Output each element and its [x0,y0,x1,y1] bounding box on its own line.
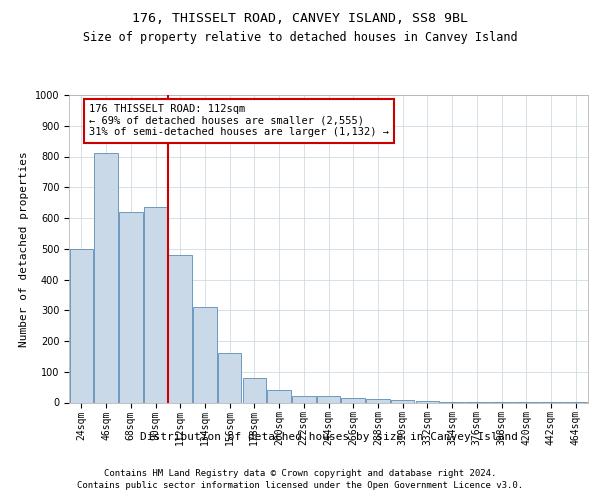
Bar [193,307,217,402]
Y-axis label: Number of detached properties: Number of detached properties [19,151,29,346]
Bar [242,378,266,402]
Text: Size of property relative to detached houses in Canvey Island: Size of property relative to detached ho… [83,31,517,44]
Text: Contains public sector information licensed under the Open Government Licence v3: Contains public sector information licen… [77,481,523,490]
Text: Contains HM Land Registry data © Crown copyright and database right 2024.: Contains HM Land Registry data © Crown c… [104,469,496,478]
Bar [341,398,365,402]
Bar [317,396,340,402]
Bar [292,396,316,402]
Bar [391,400,415,402]
Bar [144,207,167,402]
Bar [169,255,192,402]
Text: 176, THISSELT ROAD, CANVEY ISLAND, SS8 9BL: 176, THISSELT ROAD, CANVEY ISLAND, SS8 9… [132,12,468,26]
Text: Distribution of detached houses by size in Canvey Island: Distribution of detached houses by size … [140,432,518,442]
Bar [268,390,291,402]
Text: 176 THISSELT ROAD: 112sqm
← 69% of detached houses are smaller (2,555)
31% of se: 176 THISSELT ROAD: 112sqm ← 69% of detac… [89,104,389,138]
Bar [70,248,93,402]
Bar [366,400,389,402]
Bar [119,212,143,402]
Bar [94,154,118,402]
Bar [218,354,241,403]
